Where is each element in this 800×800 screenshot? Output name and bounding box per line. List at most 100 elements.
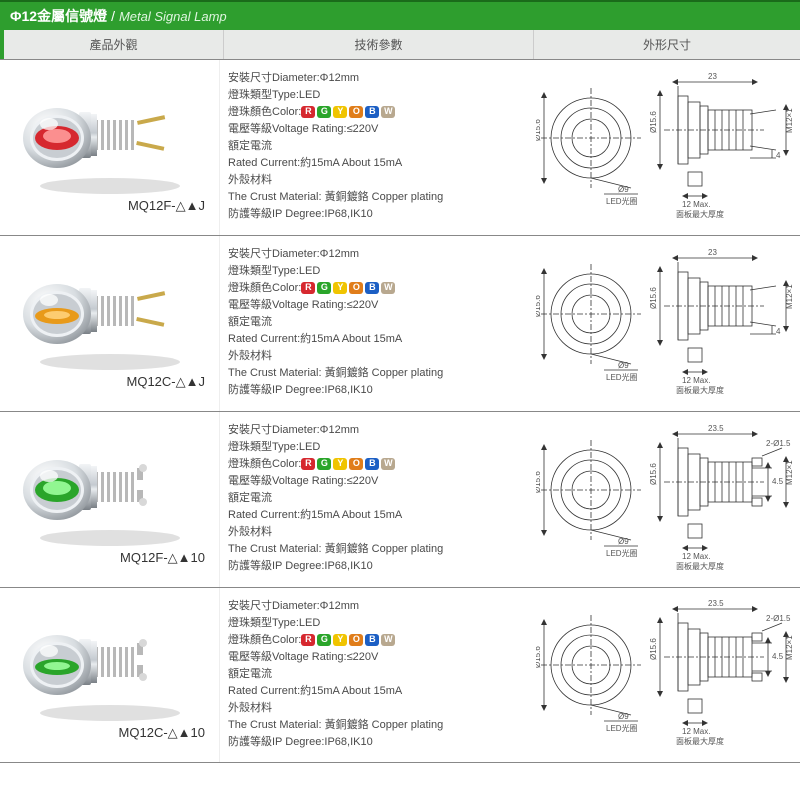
model-number: MQ12F-△▲10 — [4, 550, 215, 566]
photo-cell: MQ12C-△▲10 — [0, 588, 220, 762]
product-row: MQ12C-△▲10 安裝尺寸Diameter:Φ12mm 燈珠類型Type:L… — [0, 587, 800, 763]
header-photo: 產品外觀 — [4, 30, 224, 59]
spec-current-label: 額定電流 — [228, 490, 522, 507]
color-badge: O — [349, 458, 363, 470]
svg-text:4.5: 4.5 — [772, 477, 784, 486]
svg-text:12 Max.: 12 Max. — [682, 727, 710, 736]
svg-text:Ø15.6: Ø15.6 — [536, 118, 542, 140]
color-badge: O — [349, 106, 363, 118]
spec-current: Rated Current:約15mA About 15mA — [228, 683, 522, 700]
spec-cell: 安裝尺寸Diameter:Φ12mm 燈珠類型Type:LED 燈珠顏色Colo… — [220, 588, 530, 762]
color-badge: B — [365, 106, 379, 118]
photo-cell: MQ12C-△▲J — [0, 236, 220, 411]
model-number: MQ12F-△▲J — [4, 198, 215, 214]
color-badge: B — [365, 634, 379, 646]
svg-text:12 Max.: 12 Max. — [682, 552, 710, 561]
spec-cell: 安裝尺寸Diameter:Φ12mm 燈珠類型Type:LED 燈珠顏色Colo… — [220, 60, 530, 235]
color-badge: B — [365, 282, 379, 294]
svg-text:Ø9: Ø9 — [618, 185, 629, 194]
product-row: MQ12F-△▲J 安裝尺寸Diameter:Φ12mm 燈珠類型Type:LE… — [0, 59, 800, 235]
color-badge: O — [349, 282, 363, 294]
color-badge: Y — [333, 458, 347, 470]
dimension-cell: Ø15.6 Ø9 LED光圈 23 Ø15.6 M12×1 4 12 Max. … — [530, 60, 800, 235]
svg-text:LED光圈: LED光圈 — [606, 723, 638, 733]
svg-text:面板最大厚度: 面板最大厚度 — [676, 385, 724, 395]
spec-diameter: 安裝尺寸Diameter:Φ12mm — [228, 422, 522, 439]
lamp-image — [15, 262, 205, 372]
svg-text:面板最大厚度: 面板最大厚度 — [676, 209, 724, 219]
spec-current: Rated Current:約15mA About 15mA — [228, 507, 522, 524]
dimension-cell: Ø15.6 Ø9 LED光圈 23 Ø15.6 M12×1 4 12 Max. … — [530, 236, 800, 411]
model-number: MQ12C-△▲J — [4, 374, 215, 390]
svg-text:M12×1: M12×1 — [785, 635, 794, 660]
spec-type: 燈珠類型Type:LED — [228, 263, 522, 280]
spec-current-label: 額定電流 — [228, 314, 522, 331]
spec-voltage: 電壓等級Voltage Rating:≤220V — [228, 121, 522, 138]
diagram-front: Ø15.6 Ø9 LED光圈 — [536, 600, 646, 750]
color-badge: W — [381, 106, 395, 118]
spec-shell: The Crust Material: 黃銅鍍鉻 Copper plating — [228, 541, 522, 558]
color-badge: G — [317, 458, 331, 470]
color-badge: W — [381, 634, 395, 646]
color-badge: R — [301, 106, 315, 118]
spec-diameter: 安裝尺寸Diameter:Φ12mm — [228, 70, 522, 87]
spec-shell: The Crust Material: 黃銅鍍鉻 Copper plating — [228, 189, 522, 206]
spec-shell-label: 外殼材料 — [228, 172, 522, 189]
spec-current-label: 額定電流 — [228, 138, 522, 155]
color-badge: W — [381, 282, 395, 294]
column-headers: 產品外觀 技術參數 外形尺寸 — [0, 30, 800, 59]
svg-text:LED光圈: LED光圈 — [606, 372, 638, 382]
svg-text:面板最大厚度: 面板最大厚度 — [676, 736, 724, 746]
svg-text:4.5: 4.5 — [772, 652, 784, 661]
spec-diameter: 安裝尺寸Diameter:Φ12mm — [228, 246, 522, 263]
lamp-image — [15, 438, 205, 548]
svg-text:4: 4 — [776, 151, 781, 160]
svg-text:Ø9: Ø9 — [618, 361, 629, 370]
model-number: MQ12C-△▲10 — [4, 725, 215, 741]
title-zh: Φ12金屬信號燈 — [10, 6, 107, 26]
spec-shell-label: 外殼材料 — [228, 348, 522, 365]
product-row: MQ12F-△▲10 安裝尺寸Diameter:Φ12mm 燈珠類型Type:L… — [0, 411, 800, 587]
spec-diameter: 安裝尺寸Diameter:Φ12mm — [228, 598, 522, 615]
photo-cell: MQ12F-△▲10 — [0, 412, 220, 587]
photo-cell: MQ12F-△▲J — [0, 60, 220, 235]
spec-type: 燈珠類型Type:LED — [228, 439, 522, 456]
spec-ip: 防護等級IP Degree:IP68,IK10 — [228, 206, 522, 223]
spec-color: 燈珠顏色Color:RGYOBW — [228, 632, 522, 649]
spec-voltage: 電壓等級Voltage Rating:≤220V — [228, 473, 522, 490]
svg-text:2-Ø1.5: 2-Ø1.5 — [766, 614, 791, 623]
color-badge: G — [317, 634, 331, 646]
spec-current-label: 額定電流 — [228, 666, 522, 683]
spec-shell: The Crust Material: 黃銅鍍鉻 Copper plating — [228, 717, 522, 734]
dimension-cell: Ø15.6 Ø9 LED光圈 23.5 Ø15.6 M12×1 2-Ø1.5 4… — [530, 588, 800, 762]
diagram-side: 23.5 Ø15.6 M12×1 2-Ø1.5 4.5 12 Max. 面板最大… — [646, 420, 796, 580]
spec-cell: 安裝尺寸Diameter:Φ12mm 燈珠類型Type:LED 燈珠顏色Colo… — [220, 236, 530, 411]
color-badge: W — [381, 458, 395, 470]
svg-text:M12×1: M12×1 — [785, 283, 794, 308]
svg-text:LED光圈: LED光圈 — [606, 548, 638, 558]
dimension-cell: Ø15.6 Ø9 LED光圈 23.5 Ø15.6 M12×1 2-Ø1.5 4… — [530, 412, 800, 587]
svg-text:LED光圈: LED光圈 — [606, 196, 638, 206]
header-dim: 外形尺寸 — [534, 30, 800, 59]
svg-text:Ø15.6: Ø15.6 — [536, 470, 542, 492]
svg-text:Ø15.6: Ø15.6 — [649, 462, 658, 484]
spec-ip: 防護等級IP Degree:IP68,IK10 — [228, 734, 522, 751]
diagram-side: 23 Ø15.6 M12×1 4 12 Max. 面板最大厚度 — [646, 244, 796, 404]
color-badge: G — [317, 106, 331, 118]
header-spec: 技術參數 — [224, 30, 534, 59]
diagram-front: Ø15.6 Ø9 LED光圈 — [536, 73, 646, 223]
color-badge: Y — [333, 634, 347, 646]
color-badge: B — [365, 458, 379, 470]
svg-text:Ø15.6: Ø15.6 — [649, 286, 658, 308]
svg-text:12 Max.: 12 Max. — [682, 200, 710, 209]
spec-cell: 安裝尺寸Diameter:Φ12mm 燈珠類型Type:LED 燈珠顏色Colo… — [220, 412, 530, 587]
color-badge: R — [301, 458, 315, 470]
svg-text:M12×1: M12×1 — [785, 107, 794, 132]
svg-text:面板最大厚度: 面板最大厚度 — [676, 561, 724, 571]
spec-shell-label: 外殼材料 — [228, 524, 522, 541]
title-en: Metal Signal Lamp — [119, 9, 227, 24]
svg-text:23.5: 23.5 — [708, 424, 724, 433]
svg-text:Ø9: Ø9 — [618, 537, 629, 546]
spec-type: 燈珠類型Type:LED — [228, 615, 522, 632]
color-badge: Y — [333, 106, 347, 118]
